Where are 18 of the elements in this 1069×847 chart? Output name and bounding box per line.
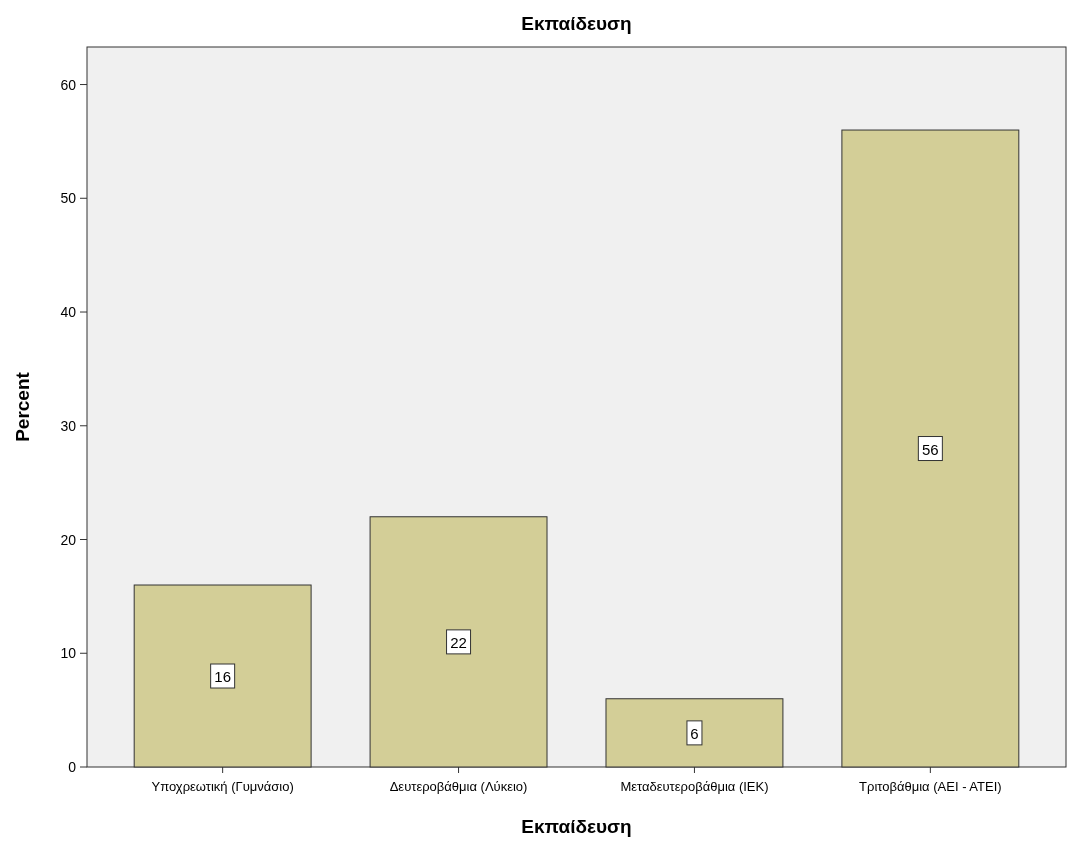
x-tick-label: Τριτοβάθμια (ΑΕΙ - ΑΤΕΙ) <box>859 779 1002 794</box>
chart-title: Εκπαίδευση <box>521 13 632 34</box>
x-tick-label: Δευτεροβάθμια (Λύκειο) <box>389 779 528 794</box>
y-tick-label: 40 <box>60 304 77 321</box>
data-label: 16 <box>214 668 231 685</box>
y-tick-label: 30 <box>60 417 77 434</box>
y-tick-label: 10 <box>60 645 77 662</box>
y-tick-label: 20 <box>60 531 77 548</box>
data-label: 6 <box>690 724 699 742</box>
data-label: 22 <box>450 633 467 651</box>
y-tick-label: 50 <box>60 190 77 207</box>
data-label: 56 <box>922 440 939 458</box>
y-tick-label: 0 <box>68 759 77 775</box>
y-tick-label: 60 <box>60 76 77 93</box>
x-axis-title: Εκπαίδευση <box>521 816 632 837</box>
x-tick-label: Υποχρεωτική (Γυμνάσιο) <box>151 779 294 794</box>
y-axis-title: Percent <box>12 371 33 442</box>
x-tick-label: Μεταδευτεροβάθμια (ΙΕΚ) <box>620 779 769 794</box>
